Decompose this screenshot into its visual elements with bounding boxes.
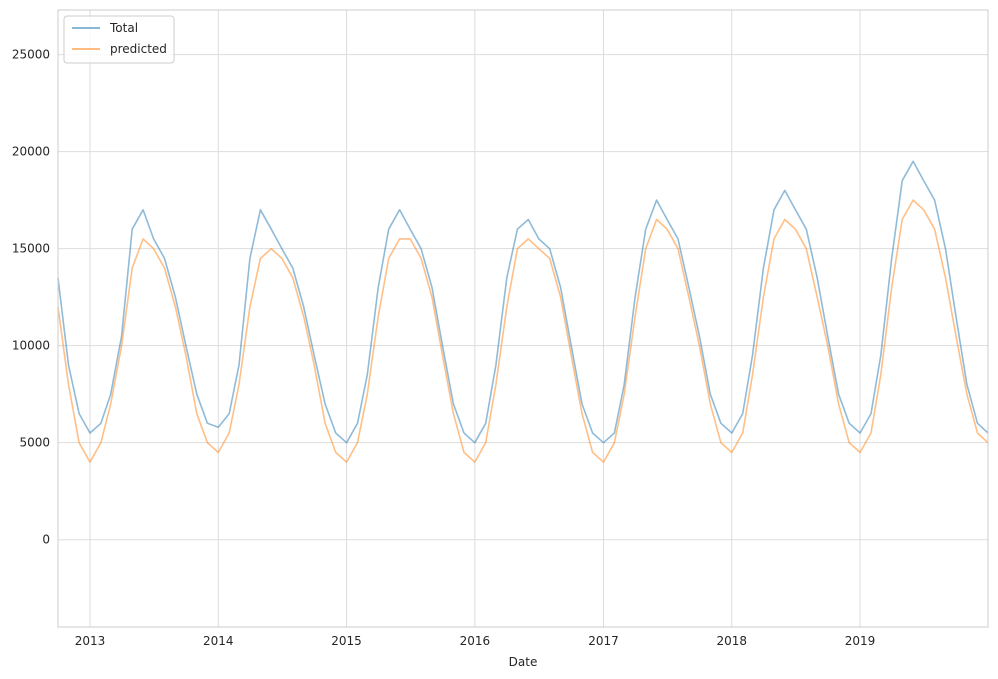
series-line-total [57,160,989,444]
x-tick-label: 2015 [331,634,362,648]
legend-label-predicted: predicted [110,42,167,56]
x-tick-label: 2016 [460,634,491,648]
legend-label-total: Total [109,21,138,35]
plot-frame [57,9,989,628]
legend: Total predicted [63,15,175,64]
x-axis-label: Date [509,655,538,669]
x-tick-label: 2013 [75,634,106,648]
series-lines [57,160,989,463]
y-tick-label: 5000 [19,436,50,450]
plot-background [58,10,988,627]
x-tick-label: 2018 [717,634,748,648]
y-tick-label: 20000 [12,145,50,159]
series-line-predicted [57,199,989,463]
x-tick-label: 2014 [203,634,234,648]
y-tick-label: 10000 [12,339,50,353]
y-tick-label: 15000 [12,242,50,256]
x-tick-label: 2019 [845,634,876,648]
y-tick-label: 25000 [12,48,50,62]
x-tick-label: 2017 [588,634,619,648]
x-tick-labels: 2013 2014 2015 2016 2017 2018 2019 [75,634,876,648]
y-tick-labels: 0 5000 10000 15000 20000 25000 [12,48,50,547]
y-tick-label: 0 [42,533,50,547]
grid-lines [58,10,988,627]
